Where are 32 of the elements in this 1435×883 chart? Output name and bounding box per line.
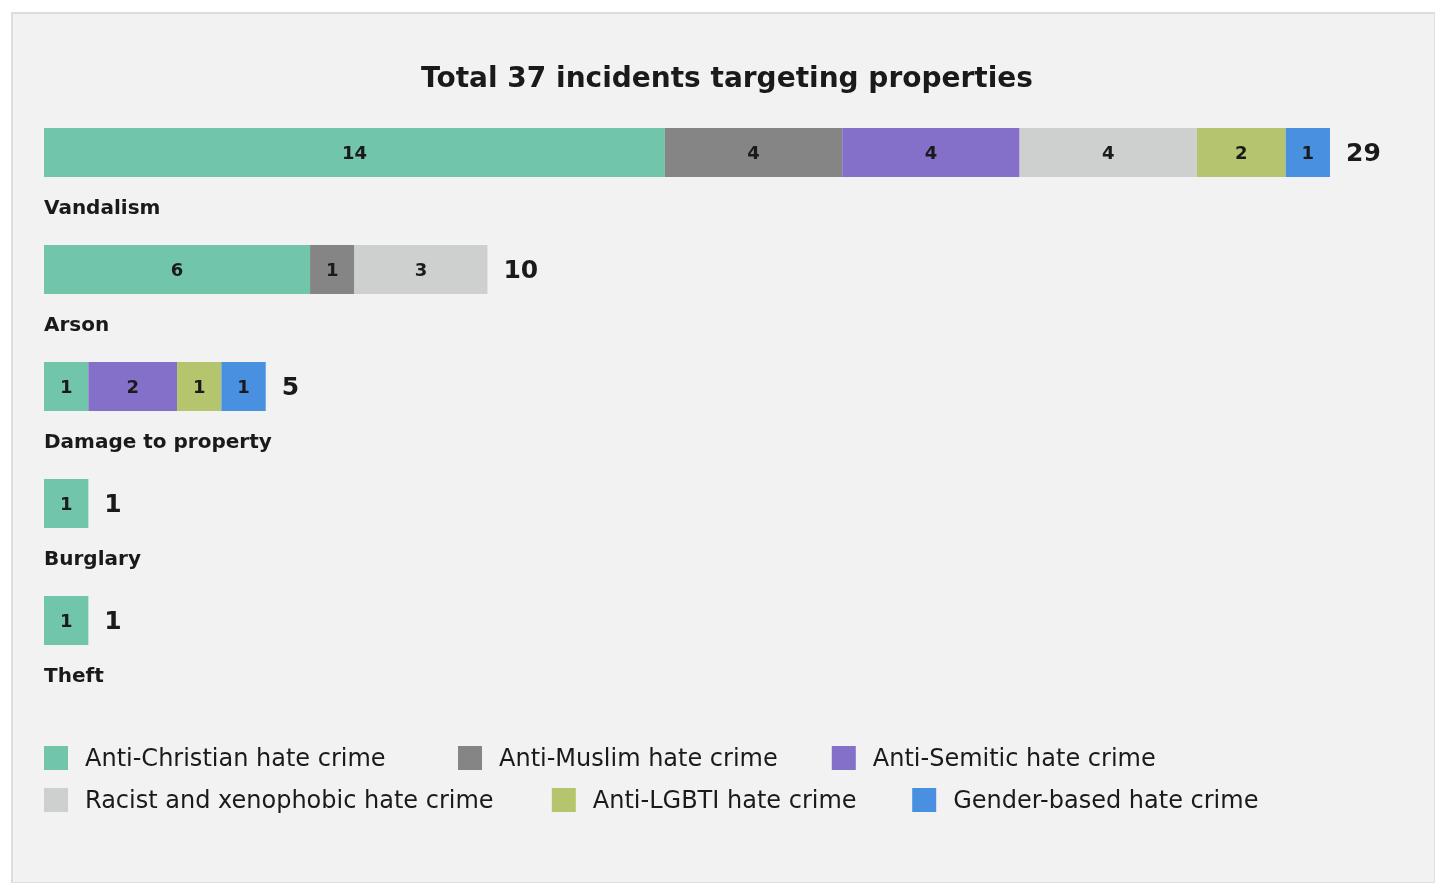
total-label: 1 — [104, 489, 122, 519]
data-label: 1 — [192, 375, 206, 397]
legend-label: Anti-Semitic hate crime — [872, 744, 1156, 773]
y-tick-label: Damage to property — [44, 429, 272, 453]
data-label: 1 — [59, 609, 73, 631]
legend-label: Anti-LGBTI hate crime — [592, 786, 857, 815]
data-label: 1 — [237, 375, 250, 397]
total-label: 1 — [104, 606, 122, 636]
y-tick-label: Vandalism — [44, 195, 161, 219]
y-tick-label: Burglary — [44, 546, 141, 570]
legend-label: Anti-Muslim hate crime — [499, 744, 778, 773]
legend-label: Racist and xenophobic hate crime — [85, 786, 494, 815]
legend-label: Gender-based hate crime — [953, 786, 1259, 815]
y-tick-label: Arson — [44, 312, 110, 336]
data-label: 4 — [1102, 141, 1115, 163]
chart-title: Total 37 incidents targeting properties — [421, 60, 1033, 94]
data-label: 2 — [1235, 141, 1248, 163]
data-label: 1 — [1301, 141, 1315, 163]
data-label: 1 — [59, 375, 73, 397]
total-label: 10 — [503, 255, 539, 285]
total-label: 29 — [1346, 138, 1381, 168]
data-label: 4 — [747, 141, 760, 163]
data-label: 2 — [126, 375, 139, 397]
data-label: 1 — [325, 258, 339, 280]
legend-label: Anti-Christian hate crime — [85, 744, 386, 773]
data-label: 14 — [341, 141, 367, 163]
y-tick-label: Theft — [44, 663, 105, 687]
data-label: 1 — [59, 492, 73, 514]
total-label: 5 — [281, 372, 300, 402]
data-label: 6 — [170, 258, 184, 280]
data-label: 3 — [414, 258, 428, 280]
data-label: 4 — [924, 141, 938, 163]
